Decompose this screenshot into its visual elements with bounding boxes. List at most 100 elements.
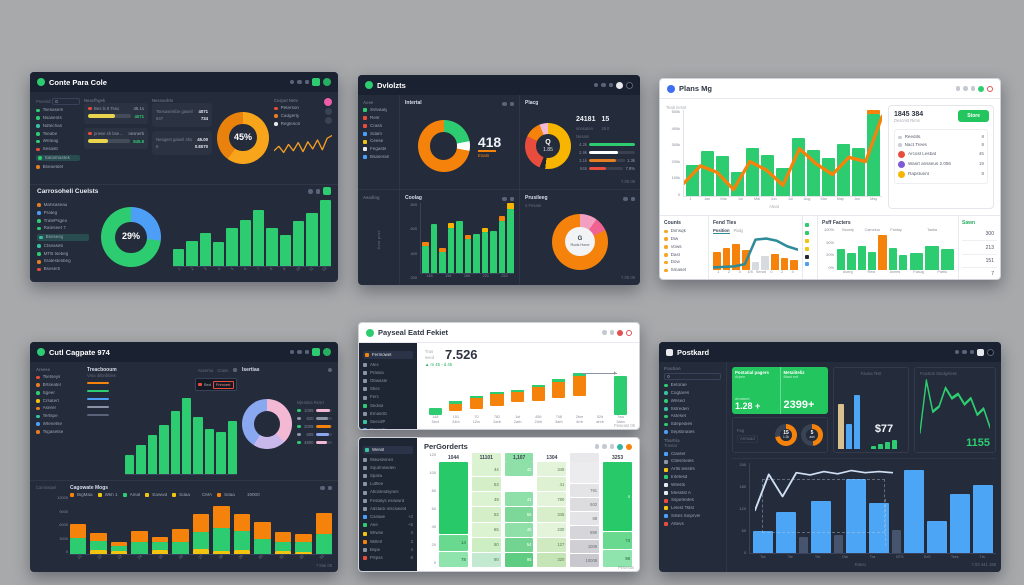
- grid-icon[interactable]: [963, 86, 968, 91]
- list-item[interactable]: Lelest Tstst: [664, 506, 721, 511]
- grid-icon[interactable]: [601, 82, 606, 88]
- list-item[interactable]: Eawwd: [145, 493, 167, 498]
- list-item[interactable]: SeecdP: [363, 420, 413, 425]
- list-item[interactable]: Tsetseys: [36, 375, 82, 380]
- kpi-card-fauna[interactable]: Fauna Test $77: [833, 367, 909, 453]
- table-cell[interactable]: 41: [504, 492, 534, 507]
- list-item[interactable]: BigMaa: [70, 493, 93, 498]
- list-item[interactable]: Sparw: [363, 474, 413, 479]
- kv-card[interactable]: Tsesasembe gaseil 4071 847 734: [152, 103, 212, 128]
- tab-position[interactable]: Position: [713, 228, 730, 234]
- list-item[interactable]: [805, 262, 815, 267]
- minimize-icon[interactable]: [955, 86, 960, 91]
- list-item[interactable]: [805, 254, 815, 259]
- list-item[interactable]: Asteset: [664, 414, 721, 419]
- list-item[interactable]: Arcost Lesbat 45: [898, 150, 984, 158]
- list-item[interactable]: Squtmiseden: [363, 466, 413, 471]
- list-item[interactable]: Atec: [363, 363, 413, 368]
- settings-icon[interactable]: [304, 79, 309, 85]
- list-item[interactable]: Crass: [363, 124, 394, 129]
- settings-icon[interactable]: [608, 82, 613, 88]
- hbar-row[interactable]: 1006: [297, 408, 332, 413]
- list-item[interactable]: Wawstvines: [363, 458, 413, 463]
- grid-icon[interactable]: [297, 349, 302, 355]
- tab-pialg[interactable]: Pialg: [733, 228, 743, 233]
- minimize-icon[interactable]: [594, 444, 599, 449]
- list-item[interactable]: Sratestesbeg: [37, 259, 89, 264]
- list-item[interactable]: Nsaseots: [36, 116, 80, 121]
- list-item[interactable]: Emasclb: [363, 412, 413, 417]
- table-cell[interactable]: 127: [537, 537, 567, 552]
- list-item[interactable]: Bseaetdet: [36, 165, 80, 170]
- list-item[interactable]: Satoshastek: [36, 154, 80, 162]
- stacked-bar-chart[interactable]: [70, 500, 333, 555]
- list-item[interactable]: Ndtechas: [36, 124, 80, 129]
- hbar-row[interactable]: 820: [297, 416, 332, 421]
- list-item[interactable]: Bseseeg: [37, 234, 89, 241]
- list-item[interactable]: Svtvaaly: [363, 108, 394, 113]
- list-item[interactable]: Shec: [363, 387, 413, 392]
- list-item[interactable]: Prateg: [37, 211, 89, 216]
- list-item[interactable]: [87, 405, 121, 410]
- hbar-row[interactable]: 3.1k 1.3k: [576, 158, 635, 163]
- hbar-row[interactable]: 2.9k: [576, 150, 635, 155]
- table-cell[interactable]: 41: [537, 477, 567, 492]
- close-icon[interactable]: [626, 329, 632, 336]
- list-item[interactable]: Wrised: [664, 399, 721, 404]
- list-item[interactable]: Adstack inscsword: [363, 507, 413, 512]
- table-cell[interactable]: 90: [471, 552, 501, 567]
- online-status-icon[interactable]: [978, 85, 984, 92]
- grid-icon[interactable]: [962, 349, 967, 355]
- table-cell[interactable]: 791: [570, 483, 600, 497]
- bar-chart[interactable]: [173, 199, 331, 267]
- table-cell[interactable]: 42: [504, 462, 534, 477]
- list-item[interactable]: Cogtares: [664, 391, 721, 396]
- avatar-icon[interactable]: [323, 348, 331, 356]
- table-cell[interactable]: 73: [603, 531, 632, 549]
- list-item[interactable]: Ferc: [363, 395, 413, 400]
- list-item[interactable]: Ctseaseb: [37, 244, 89, 249]
- donut-chart[interactable]: Q 1.85: [525, 123, 571, 169]
- table-cell[interactable]: 52: [471, 507, 501, 522]
- donut-chart[interactable]: 45%: [217, 111, 269, 164]
- list-item[interactable]: Wiltert 3: [363, 539, 413, 544]
- refresh-icon[interactable]: [320, 485, 325, 491]
- control-label[interactable]: Aseerna: [197, 367, 214, 373]
- search-input[interactable]: [52, 98, 80, 105]
- heart-badge-icon[interactable]: [324, 98, 332, 106]
- refresh-icon[interactable]: [623, 196, 628, 202]
- settings-icon[interactable]: [609, 444, 614, 449]
- list-item[interactable]: Sesasb: [36, 147, 80, 152]
- gauge-chip[interactable]: Armuad: [737, 434, 758, 443]
- bar-chart[interactable]: [125, 393, 238, 475]
- list-item[interactable]: Messtst A: [664, 491, 721, 496]
- list-item[interactable]: [805, 239, 815, 244]
- list-item[interactable]: Ane +5: [363, 522, 413, 528]
- bar-chart[interactable]: [420, 203, 515, 274]
- list-item[interactable]: Amat: [122, 493, 140, 498]
- list-item[interactable]: Vows: [664, 245, 704, 250]
- list-item[interactable]: Tertspe: [36, 414, 82, 419]
- table-cell[interactable]: 345: [537, 507, 567, 522]
- table-cell[interactable]: 98: [603, 549, 632, 568]
- list-item[interactable]: Crsatert: [36, 399, 82, 404]
- list-item[interactable]: Carawe +2: [363, 514, 413, 520]
- list-item[interactable]: Arlts lesstrs: [664, 467, 721, 472]
- list-item[interactable]: Dow: [664, 260, 704, 265]
- avatar-icon[interactable]: [323, 78, 331, 86]
- list-item[interactable]: Bspe 4: [363, 547, 413, 553]
- table-cell[interactable]: 345: [537, 462, 567, 477]
- record-icon[interactable]: [987, 85, 993, 92]
- settings-icon[interactable]: [304, 349, 309, 355]
- list-item[interactable]: Smaset: [664, 268, 704, 273]
- list-item[interactable]: Diw: [664, 237, 704, 242]
- table-cell[interactable]: [570, 462, 600, 483]
- list-item[interactable]: Sstreden: [664, 407, 721, 412]
- heat-table[interactable]: 1044 14 78 11101 44 53 49 52 65 50 90 1,107 42 51 41 55…: [439, 453, 632, 568]
- list-item[interactable]: [87, 397, 121, 402]
- list-item[interactable]: Festatys esswurd: [363, 499, 413, 504]
- table-cell[interactable]: 45: [504, 522, 534, 537]
- list-item[interactable]: [87, 412, 121, 417]
- list-item[interactable]: Wtenetse: [36, 422, 82, 427]
- list-item[interactable]: [87, 381, 121, 386]
